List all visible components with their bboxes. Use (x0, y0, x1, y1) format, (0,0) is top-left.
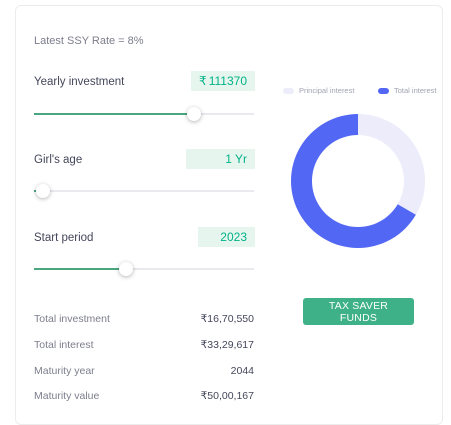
girls-age-label: Girl's age (34, 154, 83, 166)
slider-track (34, 190, 254, 192)
summary-label: Total investment (34, 313, 110, 325)
girls-age-slider[interactable] (34, 184, 254, 198)
legend-total: Total interest (378, 86, 437, 95)
tax-saver-funds-button[interactable]: TAX SAVER FUNDS (303, 298, 414, 325)
yearly-investment-input[interactable]: ₹ 111370 (191, 71, 255, 91)
rupee-symbol: ₹ (199, 74, 207, 88)
summary-row-maturity-year: Maturity year 2044 (34, 365, 254, 377)
legend-principal: Principal interest (283, 86, 354, 95)
yearly-investment-slider[interactable] (34, 107, 254, 121)
summary-value: ₹50,00,167 (200, 390, 254, 402)
summary-row-maturity-value: Maturity value ₹50,00,167 (34, 390, 254, 402)
summary-label: Maturity value (34, 390, 100, 402)
ssy-rate-text: Latest SSY Rate = 8% (34, 35, 144, 47)
legend-total-label: Total interest (394, 86, 437, 95)
girls-age-value: 1 Yr (225, 152, 247, 166)
start-period-value: 2023 (220, 230, 247, 244)
start-period-slider[interactable] (34, 262, 254, 276)
slider-handle[interactable] (119, 262, 134, 276)
yearly-investment-value: 111370 (208, 74, 247, 88)
summary-value: ₹33,29,617 (200, 339, 254, 351)
start-period-label: Start period (34, 232, 94, 244)
summary-label: Maturity year (34, 365, 95, 377)
donut-chart (291, 114, 425, 248)
donut-slice-total-interest (291, 114, 416, 248)
summary-row-total-interest: Total interest ₹33,29,617 (34, 339, 254, 351)
principal-swatch (283, 87, 294, 94)
slider-fill (34, 113, 194, 115)
total-swatch (378, 87, 389, 94)
summary-label: Total interest (34, 339, 94, 351)
girls-age-input[interactable]: 1 Yr (186, 149, 255, 169)
slider-handle[interactable] (35, 184, 50, 198)
summary-value: ₹16,70,550 (200, 313, 254, 325)
start-period-input[interactable]: 2023 (198, 227, 255, 247)
summary-row-total-investment: Total investment ₹16,70,550 (34, 313, 254, 325)
slider-track (34, 268, 254, 270)
slider-fill (34, 268, 127, 270)
donut-slice-principal (358, 114, 425, 215)
yearly-investment-label: Yearly investment (34, 76, 125, 88)
summary-value: 2044 (230, 365, 254, 377)
legend-principal-label: Principal interest (299, 86, 355, 95)
slider-handle[interactable] (186, 107, 201, 121)
